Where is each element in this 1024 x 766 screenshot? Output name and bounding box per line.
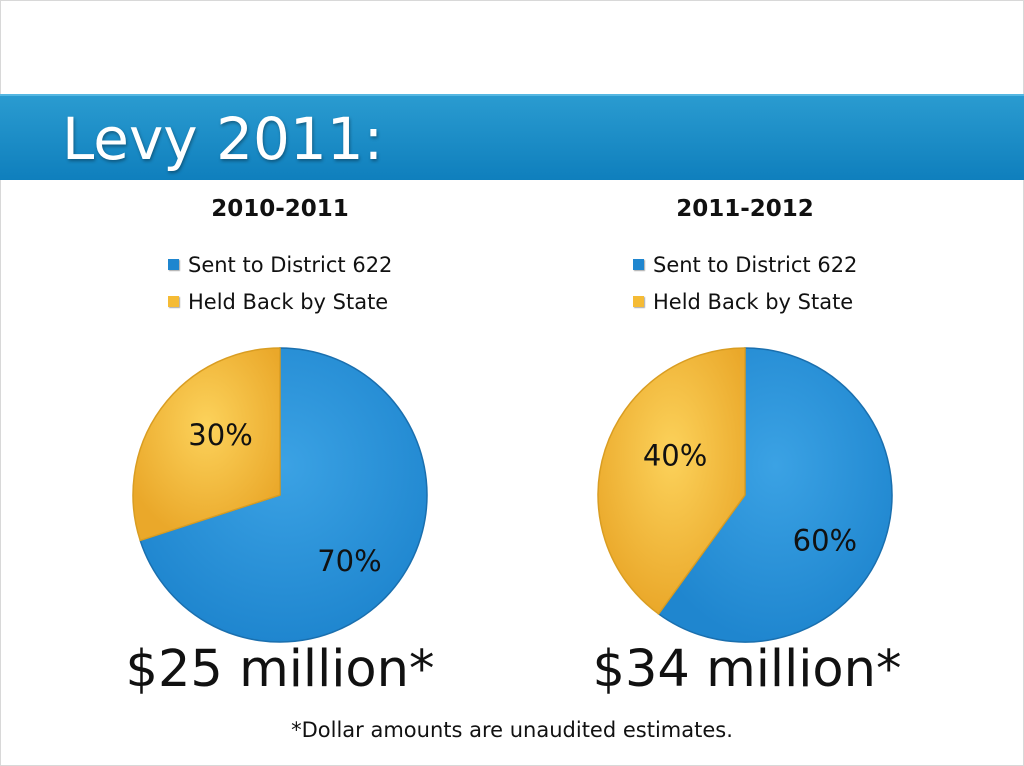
legend-swatch-sent: [633, 259, 644, 270]
legend-item-sent: Sent to District 622: [633, 246, 857, 283]
pie-chart-2010-2011: 2010-2011 Sent to District 622 Held Back…: [90, 190, 470, 660]
legend-swatch-sent: [168, 259, 179, 270]
chart-title: 2011-2012: [676, 196, 814, 222]
pie-chart-2011-2012: 2011-2012 Sent to District 622 Held Back…: [555, 190, 935, 660]
pie-slice-label: 30%: [188, 418, 252, 452]
legend-swatch-held: [633, 296, 644, 307]
pie-slice-label: 40%: [643, 438, 707, 472]
legend-label: Sent to District 622: [653, 252, 858, 277]
legend-item-sent: Sent to District 622: [168, 246, 392, 283]
pie-slice-label: 60%: [793, 524, 857, 558]
pie-slice-held: [132, 347, 281, 542]
legend-label: Held Back by State: [188, 289, 389, 314]
legend-swatch-held: [168, 296, 179, 307]
pie-svg: 60% 40%: [597, 347, 893, 643]
legend-item-held: Held Back by State: [633, 283, 857, 320]
pie-slice-held: [597, 347, 746, 615]
chart-legend: Sent to District 622 Held Back by State: [633, 246, 857, 320]
legend-label: Sent to District 622: [188, 252, 393, 277]
footnote: *Dollar amounts are unaudited estimates.: [291, 718, 733, 742]
total-amount-2010-2011: $25 million*: [125, 640, 435, 699]
chart-title: 2010-2011: [211, 196, 349, 222]
title-bar: Levy 2011:: [0, 94, 1024, 180]
slide-title: Levy 2011:: [62, 105, 384, 173]
pie-slice-sent: [657, 347, 893, 643]
pie-slice-label: 70%: [317, 544, 381, 578]
legend-label: Held Back by State: [653, 289, 854, 314]
pie-slice-sent: [139, 347, 428, 643]
legend-item-held: Held Back by State: [168, 283, 392, 320]
pie-svg: 70% 30%: [132, 347, 428, 643]
chart-legend: Sent to District 622 Held Back by State: [168, 246, 392, 320]
total-amount-2011-2012: $34 million*: [592, 640, 902, 699]
